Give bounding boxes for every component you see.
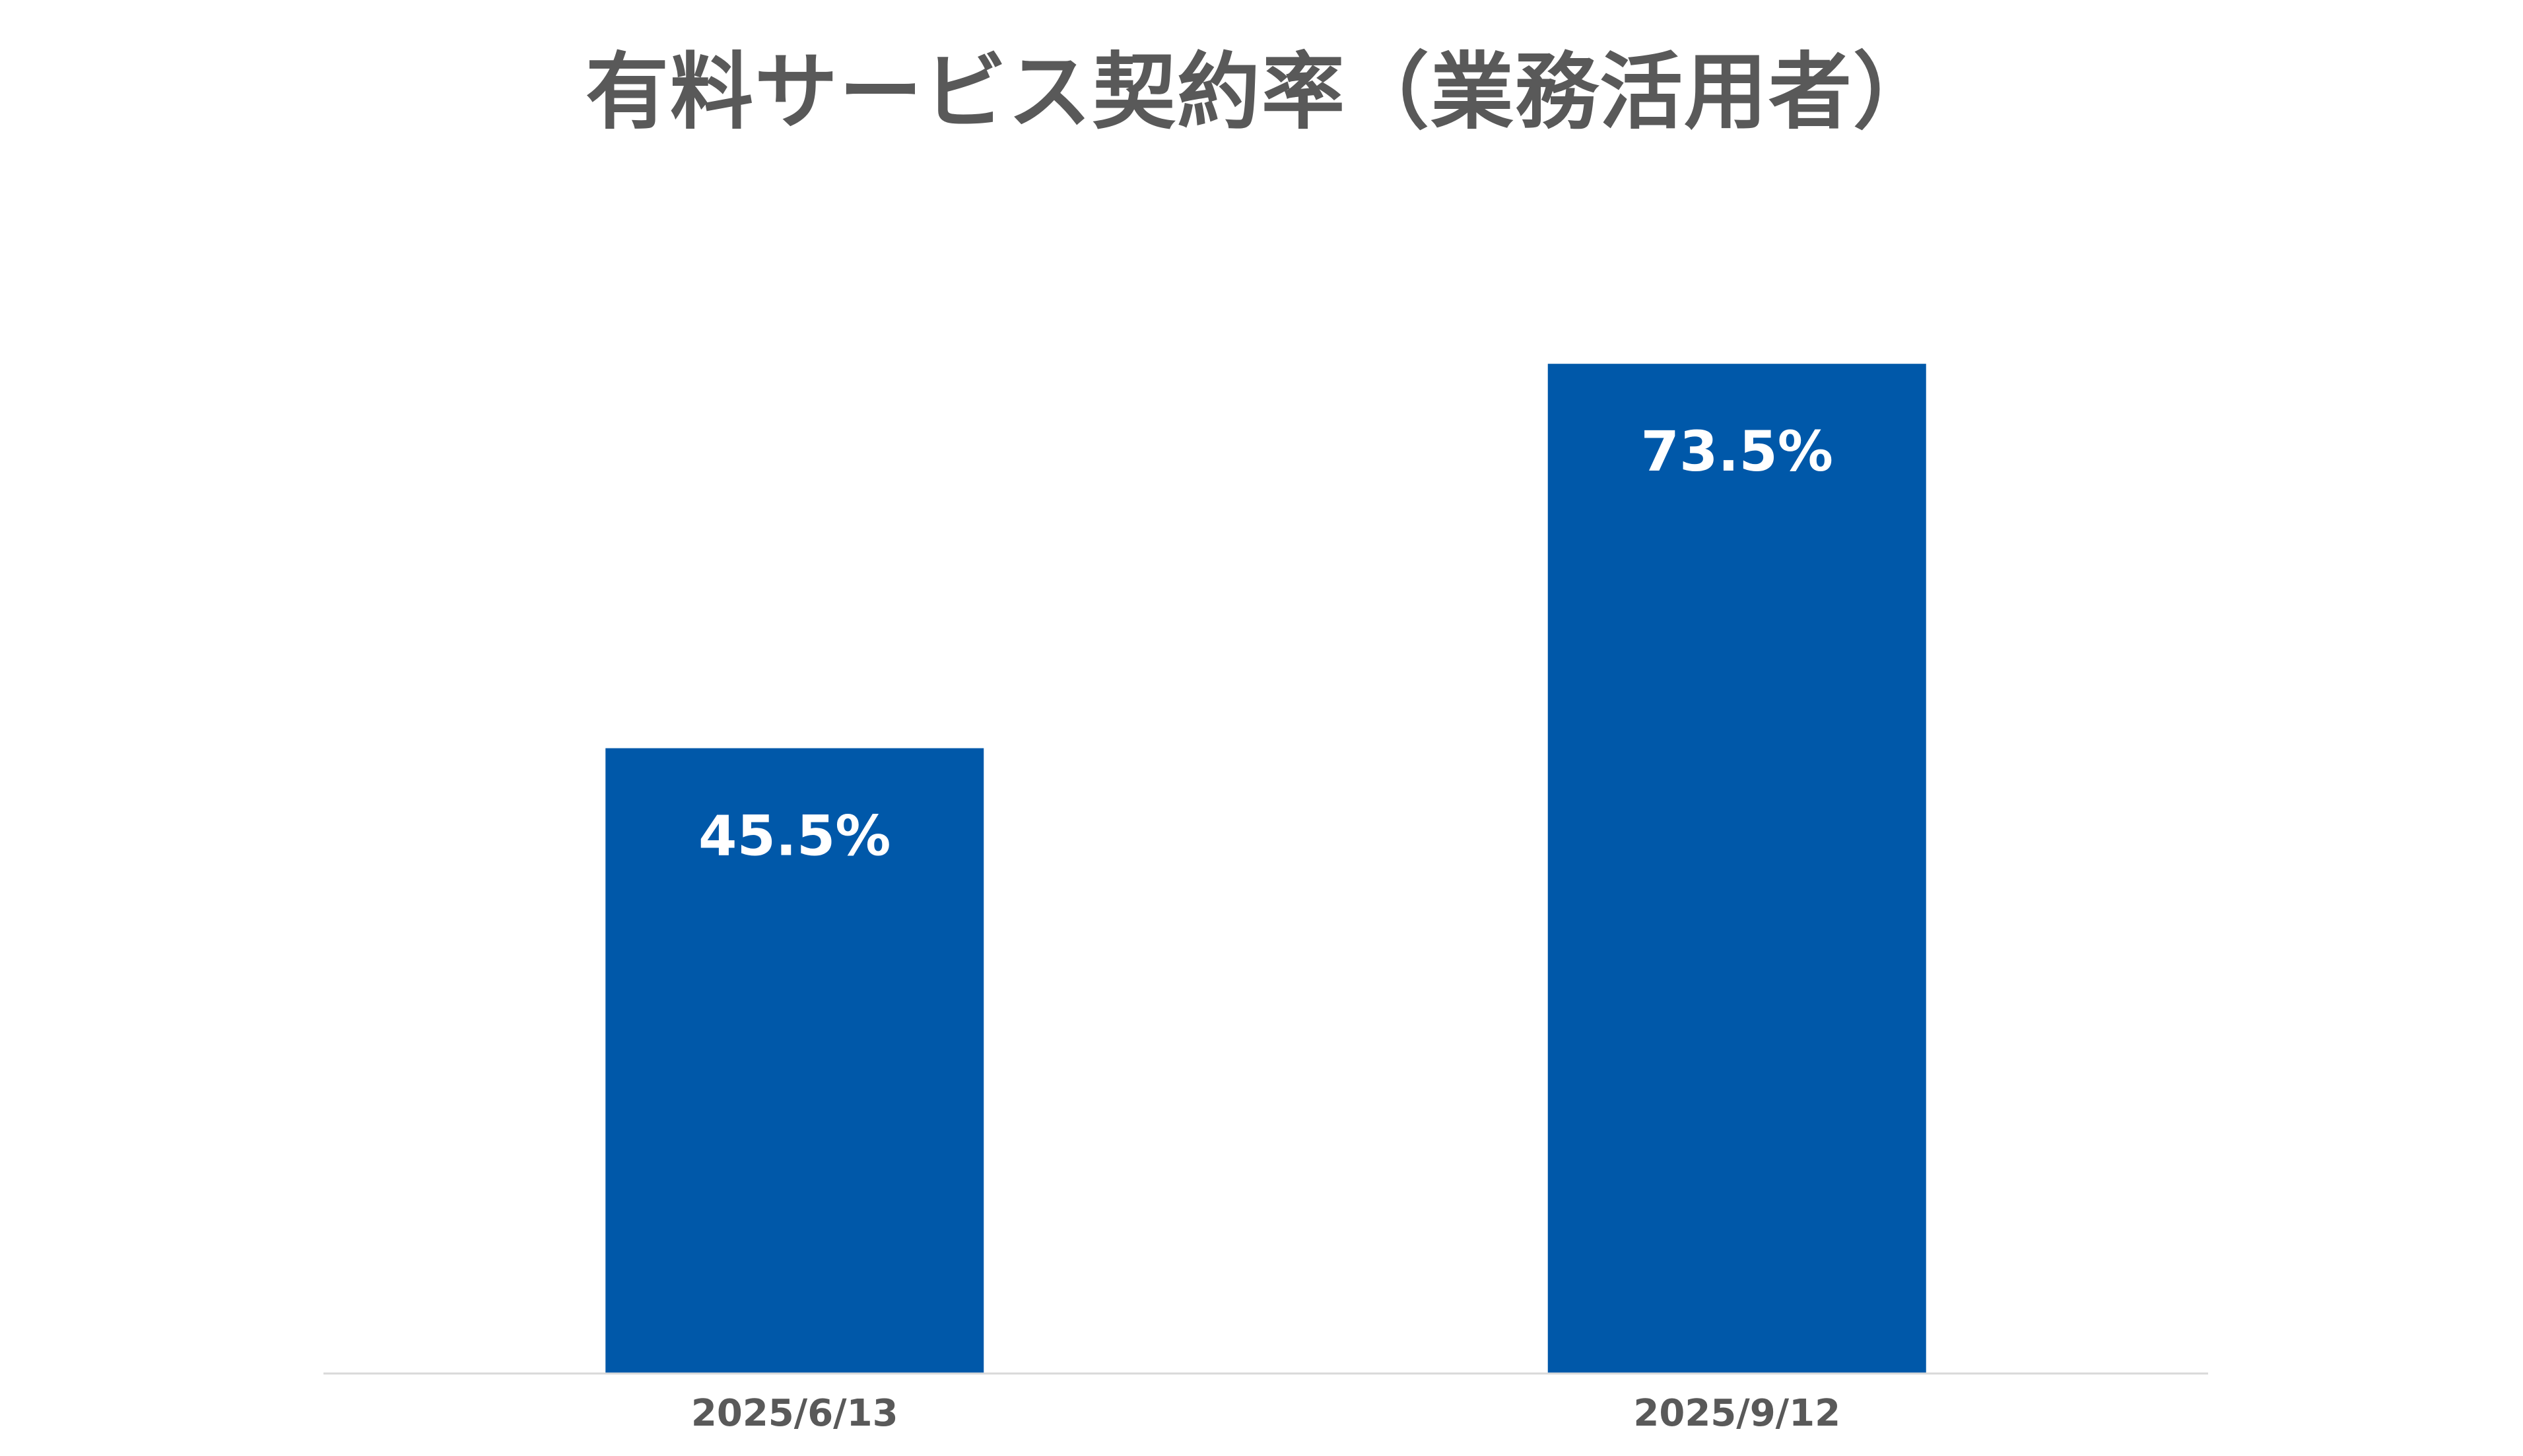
data-label-1: 45.5% — [698, 804, 891, 869]
x-tick-label-1: 2025/6/13 — [691, 1392, 898, 1435]
bar-2 — [1547, 364, 1926, 1373]
chart-title: 有料サービス契約率（業務活用者） — [586, 44, 1937, 141]
labels-layer: 45.5% 2025/6/13 73.5% 2025/9/12 — [691, 419, 1840, 1435]
data-label-2: 73.5% — [1641, 419, 1833, 484]
x-tick-label-2: 2025/9/12 — [1633, 1392, 1840, 1435]
bars-layer — [605, 364, 1926, 1373]
bar-1 — [605, 748, 984, 1373]
